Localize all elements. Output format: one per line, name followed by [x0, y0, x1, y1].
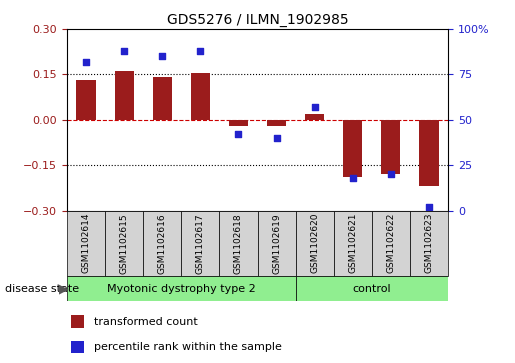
Point — [82, 59, 90, 65]
Point — [425, 204, 433, 210]
Text: control: control — [352, 284, 391, 294]
Bar — [382, 120, 401, 174]
FancyBboxPatch shape — [181, 211, 219, 276]
FancyBboxPatch shape — [67, 276, 296, 301]
Text: GSM1102619: GSM1102619 — [272, 213, 281, 274]
Text: GSM1102623: GSM1102623 — [424, 213, 434, 273]
FancyBboxPatch shape — [258, 211, 296, 276]
Point — [349, 175, 357, 181]
Point — [234, 131, 243, 137]
Point — [196, 48, 204, 54]
FancyBboxPatch shape — [105, 211, 143, 276]
Text: GSM1102615: GSM1102615 — [119, 213, 129, 274]
Text: GSM1102616: GSM1102616 — [158, 213, 167, 274]
Bar — [267, 120, 286, 126]
Bar — [419, 120, 439, 186]
FancyBboxPatch shape — [372, 211, 410, 276]
Point — [272, 135, 281, 141]
FancyBboxPatch shape — [67, 211, 105, 276]
Bar — [191, 73, 210, 120]
FancyBboxPatch shape — [219, 211, 258, 276]
Text: transformed count: transformed count — [94, 317, 197, 327]
Bar — [71, 340, 84, 353]
Point — [120, 48, 128, 54]
Point — [158, 53, 166, 59]
Text: Myotonic dystrophy type 2: Myotonic dystrophy type 2 — [107, 284, 255, 294]
Point — [311, 104, 319, 110]
Text: GSM1102622: GSM1102622 — [386, 213, 396, 273]
Text: GSM1102614: GSM1102614 — [81, 213, 91, 273]
FancyBboxPatch shape — [143, 211, 181, 276]
FancyBboxPatch shape — [410, 211, 448, 276]
Point — [387, 171, 395, 177]
Text: GSM1102621: GSM1102621 — [348, 213, 357, 273]
Text: ▶: ▶ — [59, 282, 69, 295]
FancyBboxPatch shape — [296, 211, 334, 276]
Bar — [344, 120, 363, 177]
Bar — [114, 72, 134, 120]
Text: GSM1102617: GSM1102617 — [196, 213, 205, 274]
Text: GSM1102620: GSM1102620 — [310, 213, 319, 273]
Text: GSM1102618: GSM1102618 — [234, 213, 243, 274]
FancyBboxPatch shape — [334, 211, 372, 276]
Bar — [305, 114, 324, 120]
Text: disease state: disease state — [5, 284, 79, 294]
FancyBboxPatch shape — [296, 276, 448, 301]
Title: GDS5276 / ILMN_1902985: GDS5276 / ILMN_1902985 — [167, 13, 348, 26]
Bar — [71, 315, 84, 328]
Bar — [153, 77, 172, 120]
Bar — [229, 120, 248, 126]
Bar — [76, 81, 96, 120]
Text: percentile rank within the sample: percentile rank within the sample — [94, 342, 282, 352]
